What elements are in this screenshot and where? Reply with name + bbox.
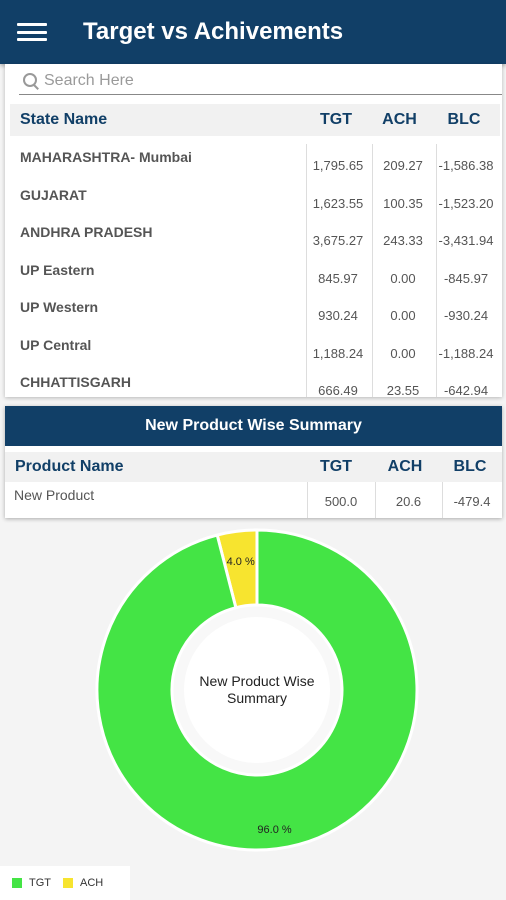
header-ach: ACH — [382, 111, 417, 128]
donut-center-text: New Product Wise — [199, 673, 314, 689]
table-row[interactable]: CHHATTISGARH 666.49 23.55 -642.94 — [10, 369, 500, 397]
legend-label-ach: ACH — [80, 877, 104, 889]
ach-value: 100.35 — [383, 195, 423, 211]
table-row[interactable]: ANDHRA PRADESH 3,675.27 243.33 -3,431.94 — [10, 219, 500, 257]
state-table-body: MAHARASHTRA- Mumbai 1,795.65 209.27 -1,5… — [10, 144, 500, 397]
tgt-value: 666.49 — [318, 383, 358, 397]
header-state-name: State Name — [20, 111, 108, 128]
ach-value: 23.55 — [386, 383, 420, 397]
ach-value: 209.27 — [383, 158, 423, 173]
table-row[interactable]: UP Western 930.24 0.00 -930.24 — [10, 294, 500, 332]
ach-value: 20.6 — [395, 494, 422, 509]
tgt-value: 930.24 — [318, 308, 358, 323]
table-row[interactable]: New Product 500.0 20.6 -479.4 — [5, 482, 502, 518]
state-name: UP Central — [20, 336, 92, 353]
donut-hole — [184, 617, 330, 763]
pie-slice-tgt[interactable] — [95, 528, 419, 852]
column-divider — [442, 482, 443, 518]
state-name: UP Western — [20, 299, 99, 315]
tgt-value: 3,675.27 — [312, 233, 364, 248]
product-name: New Product — [14, 487, 95, 503]
state-name: MAHARASHTRA- Mumbai — [20, 149, 192, 165]
state-table-header: State Name TGT ACH BLC — [10, 104, 500, 136]
blc-value: -1,188.24 — [438, 345, 494, 361]
state-name: ANDHRA PRADESH — [20, 224, 153, 240]
state-table-card: State Name TGT ACH BLC MAHARASHTRA- Mumb… — [5, 64, 502, 397]
search-icon — [22, 72, 40, 90]
app-bar: Target vs Achivements — [0, 0, 506, 64]
tgt-value: 845.97 — [318, 270, 358, 286]
tgt-value: 1,623.55 — [312, 195, 364, 211]
tgt-value: 500.0 — [324, 494, 358, 509]
column-divider — [375, 482, 376, 518]
ach-value: 0.00 — [390, 308, 416, 323]
header-ach: ACH — [387, 458, 423, 475]
slice-label-tgt: 96.0 % — [257, 824, 291, 836]
column-divider — [307, 482, 308, 518]
header-product-name: Product Name — [15, 458, 124, 475]
table-row[interactable]: UP Central 1,188.24 0.00 -1,188.24 — [10, 332, 500, 370]
tgt-value: 1,795.65 — [312, 158, 364, 173]
header-tgt: TGT — [320, 111, 352, 128]
product-table-header: Product Name TGT ACH BLC — [5, 452, 502, 482]
table-row[interactable]: UP Eastern 845.97 0.00 -845.97 — [10, 257, 500, 295]
tgt-value: 1,188.24 — [312, 345, 364, 361]
donut-center-text: Summary — [227, 690, 287, 706]
table-row[interactable]: GUJARAT 1,623.55 100.35 -1,523.20 — [10, 182, 500, 220]
product-summary-card: New Product Wise Summary Product Name TG… — [5, 406, 502, 518]
legend-swatch-tgt — [12, 878, 22, 888]
hamburger-menu-icon[interactable] — [17, 20, 47, 44]
ach-value: 0.00 — [390, 345, 416, 361]
chart-legend: TGT ACH — [0, 866, 130, 900]
column-divider — [372, 144, 373, 397]
column-divider — [436, 144, 437, 397]
header-blc: BLC — [453, 458, 487, 475]
state-name: GUJARAT — [20, 186, 87, 203]
legend-label-tgt: TGT — [29, 877, 51, 889]
search-bar[interactable] — [19, 68, 502, 95]
slice-label-ach: 4.0 % — [227, 556, 255, 568]
blc-value: -1,586.38 — [438, 158, 494, 173]
blc-value: -3,431.94 — [438, 233, 494, 248]
column-divider — [306, 144, 307, 397]
state-name: UP Eastern — [20, 261, 95, 278]
state-name: CHHATTISGARH — [20, 374, 131, 390]
table-row[interactable]: MAHARASHTRA- Mumbai 1,795.65 209.27 -1,5… — [10, 144, 500, 182]
blc-value: -642.94 — [443, 383, 489, 397]
ach-value: 0.00 — [390, 270, 416, 286]
product-summary-title: New Product Wise Summary — [5, 406, 502, 446]
blc-value: -845.97 — [443, 270, 489, 286]
blc-value: -479.4 — [453, 494, 491, 509]
legend-swatch-ach — [63, 878, 73, 888]
blc-value: -1,523.20 — [438, 195, 494, 211]
blc-value: -930.24 — [443, 308, 489, 323]
header-blc: BLC — [447, 111, 481, 128]
search-input[interactable] — [42, 71, 486, 91]
ach-value: 243.33 — [383, 233, 423, 248]
page-title: Target vs Achivements — [83, 18, 344, 45]
header-tgt: TGT — [320, 458, 352, 475]
